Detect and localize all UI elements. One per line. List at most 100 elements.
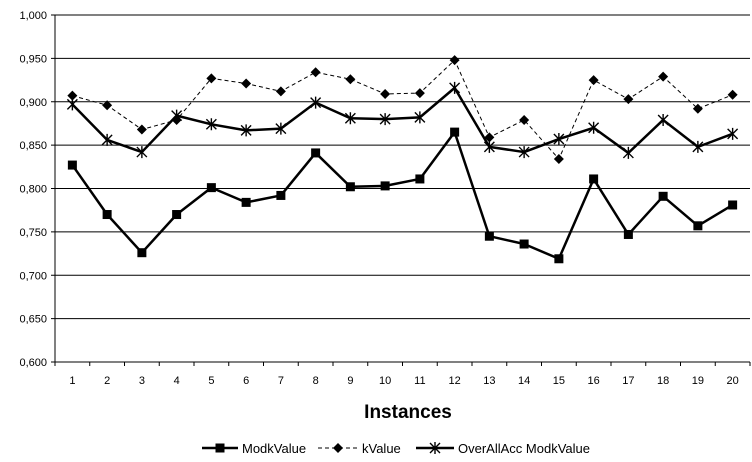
data-point [519,239,529,249]
x-tick-label: 18 [657,375,669,387]
grid-lines [55,14,750,320]
y-tick-label: 0,650 [19,314,47,326]
data-point [379,113,391,126]
y-tick-label: 0,800 [19,184,47,196]
data-point [136,124,147,135]
data-point [67,90,78,101]
x-tick-label: 9 [347,375,353,387]
x-tick-label: 7 [278,375,284,387]
y-tick-label: 0,750 [19,227,47,239]
data-point [206,73,217,84]
data-point [658,191,668,201]
y-axis-ticks: 0,600 0,650 0,700 0,750 0,800 0,850 0,900 0,950… [19,10,55,369]
legend-label: ModkValue [242,441,306,456]
data-point [171,109,183,122]
series-1 [67,127,738,264]
series-layer [66,55,739,264]
data-point [554,254,564,264]
data-point [484,231,494,241]
data-point [727,89,738,100]
data-point [414,111,426,124]
y-tick-label: 0,950 [19,53,47,65]
data-point [727,127,739,140]
legend-marker [333,443,343,453]
x-tick-label: 12 [449,375,461,387]
data-point [483,140,495,153]
data-point [553,154,564,165]
x-tick-label: 10 [379,375,391,387]
data-point [588,75,599,86]
series-line [71,130,734,261]
data-point [241,78,252,89]
x-tick-label: 6 [243,375,249,387]
data-point [589,174,599,184]
x-tick-label: 4 [174,375,180,387]
data-point [449,81,461,94]
legend-item-1: ModkValue [202,441,306,456]
data-point [102,100,113,111]
y-tick-label: 0,600 [19,357,47,369]
data-point [518,146,530,159]
data-point [449,55,460,66]
x-tick-label: 19 [692,375,704,387]
data-point [623,229,633,239]
data-point [692,140,704,153]
data-point [172,210,182,220]
legend-marker [429,442,441,454]
x-tick-label: 3 [139,375,145,387]
x-axis-ticks: 1 2 3 4 5 6 7 8 9 10 11 12 13 14 15 16 17 18 19 20 [54,362,751,387]
data-point [484,132,495,143]
series-line [72,59,733,160]
data-point [206,183,216,193]
data-point [380,181,390,191]
y-tick-label: 1,000 [19,10,47,22]
data-point [380,88,391,99]
data-point [728,200,738,210]
x-tick-label: 11 [414,375,425,387]
x-tick-label: 14 [518,375,530,387]
legend-marker [215,443,225,453]
series-3 [66,81,739,159]
series-line [71,86,734,155]
data-point [693,221,703,231]
data-point [136,146,148,159]
data-point [414,88,425,99]
y-tick-label: 0,900 [19,97,47,109]
x-tick-label: 2 [104,375,110,387]
data-point [344,112,356,125]
legend-item-3: OverAllAcc ModkValue [416,441,590,456]
data-point [276,190,286,200]
x-tick-label: 15 [553,375,565,387]
data-point [519,114,530,125]
data-point [66,98,78,111]
x-tick-label: 16 [588,375,600,387]
data-point [311,148,321,158]
data-point [588,121,600,134]
data-point [658,71,669,82]
data-point [137,248,147,258]
data-point [275,86,286,97]
x-axis-title: Instances [364,402,452,423]
legend: ModkValue kValue OverAllAcc ModkValue [202,441,590,456]
data-point [415,174,425,184]
legend-item-2: kValue [318,441,401,456]
data-point [657,113,669,126]
y-tick-label: 0,850 [19,140,47,152]
x-tick-label: 8 [313,375,319,387]
data-point [553,133,565,146]
legend-label: kValue [362,441,401,456]
data-point [623,94,634,105]
data-point [67,160,77,170]
x-tick-label: 13 [483,375,495,387]
data-point [275,122,287,135]
data-point [692,103,703,114]
x-tick-label: 1 [69,375,75,387]
data-point [240,124,252,137]
data-point [310,67,321,78]
data-point [450,127,460,137]
series-2 [67,55,738,165]
data-point [345,74,356,85]
data-point [101,133,113,146]
x-tick-label: 5 [208,375,214,387]
